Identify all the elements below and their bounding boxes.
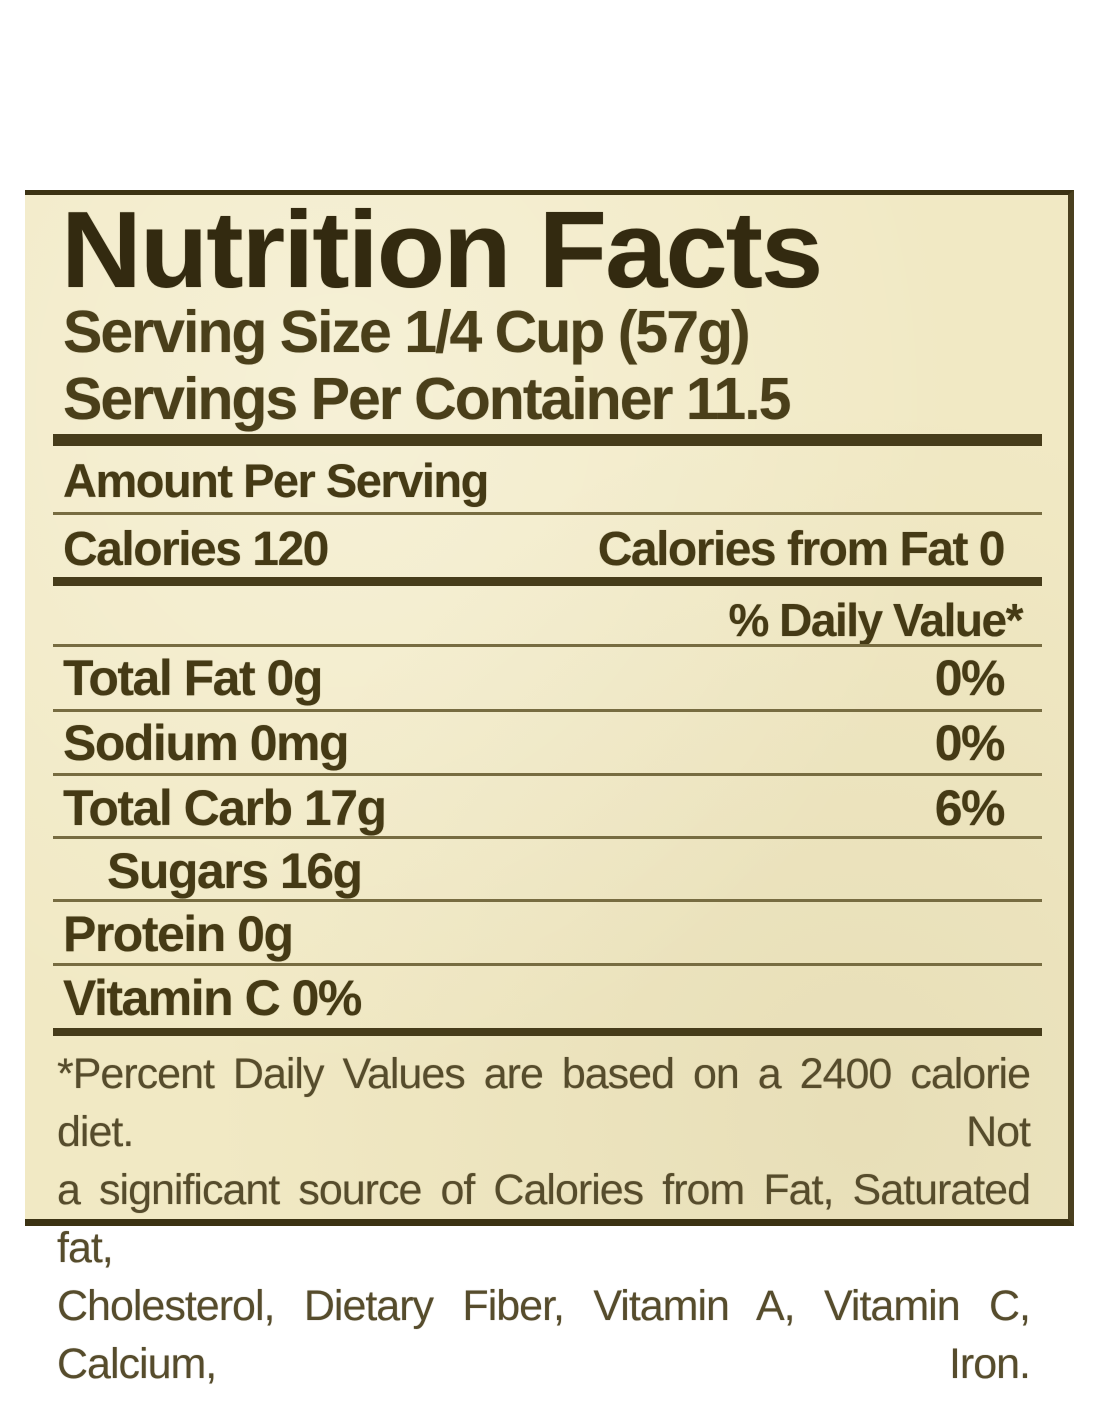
nutrient-row-sugars: Sugars 16g [63, 842, 1004, 900]
rule-1 [53, 644, 1042, 647]
footnote-line-2: a significant source of Calories from Fa… [57, 1166, 1031, 1272]
amount-per-serving-heading: Amount Per Serving [63, 454, 489, 507]
nutrient-row-total-carb: Total Carb 17g 6% [63, 779, 1006, 837]
nutrient-name: Total Carb 17g [63, 780, 387, 836]
rule-4 [53, 836, 1042, 839]
nutrient-name: Sugars 16g [107, 843, 363, 899]
nutrient-daily-value: 0% [934, 650, 1006, 706]
separator-bar-above-footnote [53, 1028, 1042, 1036]
rule-3 [53, 773, 1042, 776]
label-title: Nutrition Facts [61, 189, 823, 311]
nutrient-name: Total Fat 0g [63, 650, 323, 706]
rule-6 [53, 963, 1042, 966]
rule-under-amount [53, 512, 1042, 515]
nutrient-name: Protein 0g [63, 906, 294, 962]
nutrient-row-sodium: Sodium 0mg 0% [63, 714, 1006, 772]
nutrient-daily-value: 6% [934, 780, 1006, 836]
footnote: *Percent Daily Values are based on a 240… [57, 1045, 1031, 1393]
footnote-line-3: Cholesterol, Dietary Fiber, Vitamin A, V… [57, 1282, 1031, 1388]
nutrition-facts-label: Nutrition Facts Serving Size 1/4 Cup (57… [25, 189, 1074, 1388]
separator-bar-under-calories [53, 577, 1042, 586]
rule-2 [53, 709, 1042, 712]
calories-text: Calories 120 [63, 522, 329, 576]
nutrient-row-total-fat: Total Fat 0g 0% [63, 649, 1006, 707]
calories-row: Calories 120 Calories from Fat 0 [63, 520, 1006, 578]
separator-bar-thick-top [53, 434, 1042, 446]
calories-from-fat-text: Calories from Fat 0 [597, 522, 1006, 576]
nutrient-row-vitamin-c: Vitamin C 0% [63, 969, 1004, 1027]
servings-per-container-text: Servings Per Container 11.5 [63, 366, 791, 432]
rule-5 [53, 899, 1042, 902]
nutrient-row-protein: Protein 0g [63, 905, 1004, 963]
footnote-line-1: *Percent Daily Values are based on a 240… [57, 1050, 1031, 1156]
nutrient-name: Sodium 0mg [63, 715, 350, 771]
nutrient-daily-value: 0% [934, 715, 1006, 771]
daily-value-heading: % Daily Value* [728, 594, 1024, 646]
serving-size-text: Serving Size 1/4 Cup (57g) [63, 299, 751, 365]
nutrient-name: Vitamin C 0% [63, 970, 362, 1026]
